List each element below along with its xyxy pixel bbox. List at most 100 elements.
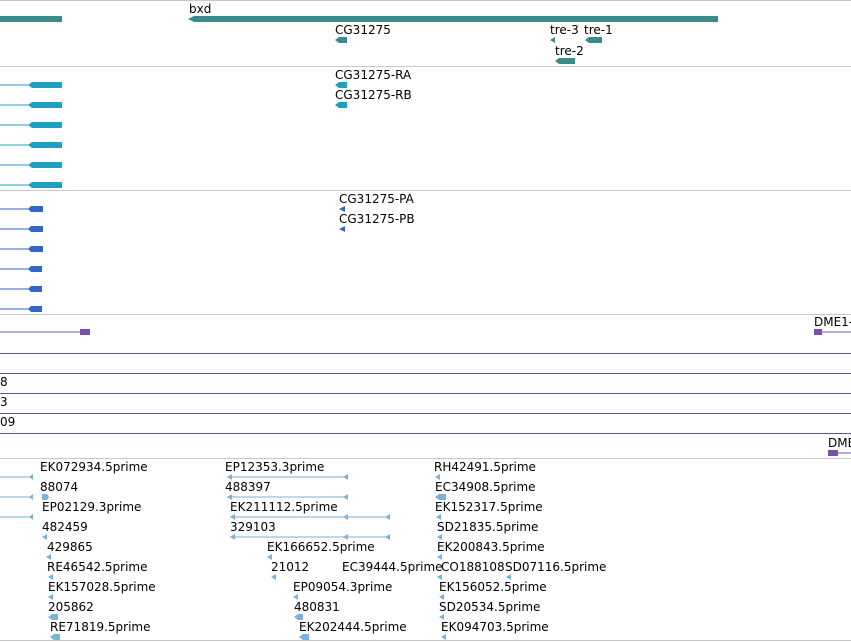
transcript-feature[interactable] [0, 122, 62, 128]
est-label: EK157028.5prime [48, 580, 156, 594]
est-label: EK200843.5prime [437, 540, 545, 554]
repeat-track [0, 329, 851, 335]
est-feature[interactable] [293, 594, 298, 600]
gene-feature[interactable] [0, 16, 62, 22]
repeat-label-dme1: DME1- [814, 315, 851, 329]
gene-label-cg31275: CG31275 [335, 23, 391, 37]
est-label: 488397 [225, 480, 271, 494]
band-lines [0, 353, 851, 434]
protein-label-cg31275-pb: CG31275-PB [339, 212, 415, 226]
est-label: 429865 [47, 540, 93, 554]
est-label: EK211112.5prime [230, 500, 338, 514]
est-feature[interactable] [0, 474, 33, 480]
est-labels: EK072934.5prime 88074 EP02129.3prime 482… [40, 460, 606, 634]
est-feature[interactable] [50, 634, 60, 640]
est-feature[interactable] [506, 574, 511, 580]
est-feature[interactable] [436, 514, 441, 520]
est-feature[interactable] [437, 574, 442, 580]
est-feature[interactable] [294, 614, 303, 620]
repeat-feature[interactable] [0, 329, 90, 335]
repeat-feature-dme1[interactable] [814, 329, 851, 335]
est-feature[interactable] [227, 474, 348, 480]
dme-label: DME [828, 436, 851, 450]
est-feature[interactable] [48, 594, 53, 600]
est-label: RE46542.5prime [47, 560, 148, 574]
est-label: EK152317.5prime [435, 500, 543, 514]
dme-feature[interactable] [828, 450, 851, 456]
gene-label-bxd: bxd [189, 2, 211, 16]
est-feature[interactable] [437, 554, 442, 560]
protein-feature-cg31275-pb[interactable] [339, 226, 345, 232]
transcript-label-cg31275-ra: CG31275-RA [335, 68, 412, 82]
est-label: EK094703.5prime [441, 620, 549, 634]
transcript-feature[interactable] [0, 182, 62, 188]
protein-feature[interactable] [0, 286, 42, 292]
transcript-track [0, 82, 347, 188]
est-feature[interactable] [230, 514, 390, 520]
est-label: SD20534.5prime [439, 600, 540, 614]
est-feature[interactable] [267, 554, 272, 560]
protein-feature[interactable] [0, 306, 42, 312]
transcript-feature[interactable] [0, 142, 62, 148]
est-label: RH42491.5prime [434, 460, 536, 474]
est-feature[interactable] [439, 614, 444, 620]
est-label: CO188108 [441, 560, 505, 574]
protein-feature[interactable] [0, 226, 43, 232]
est-label: EK156052.5prime [439, 580, 547, 594]
est-label: 480831 [294, 600, 340, 614]
protein-feature[interactable] [0, 206, 43, 212]
est-feature[interactable] [46, 554, 51, 560]
est-feature[interactable] [227, 494, 348, 500]
est-feature[interactable] [42, 534, 47, 540]
est-label: 88074 [40, 480, 78, 494]
est-feature[interactable] [0, 514, 33, 520]
transcript-feature[interactable] [0, 82, 62, 88]
est-label: SD07116.5prime [505, 560, 606, 574]
est-label: EK072934.5prime [40, 460, 148, 474]
est-feature[interactable] [271, 574, 276, 580]
gene-feature-tre-1[interactable] [585, 37, 602, 43]
est-label: RE71819.5prime [50, 620, 151, 634]
est-label: 21012 [271, 560, 309, 574]
transcript-feature-cg31275-ra[interactable] [335, 82, 347, 88]
protein-label-cg31275-pa: CG31275-PA [339, 192, 415, 206]
est-label: EP12353.3prime [225, 460, 324, 474]
protein-feature[interactable] [0, 266, 42, 272]
gene-feature-bxd[interactable] [188, 16, 718, 22]
band-label: 3 [0, 395, 8, 409]
gene-label-tre-3: tre-3 [550, 23, 579, 37]
transcript-feature-cg31275-rb[interactable] [335, 102, 347, 108]
est-feature[interactable] [437, 534, 442, 540]
protein-feature[interactable] [0, 246, 43, 252]
est-feature[interactable] [435, 474, 440, 480]
transcript-label-cg31275-rb: CG31275-RB [335, 88, 412, 102]
band-label: 09 [0, 415, 15, 429]
gene-track [0, 16, 718, 64]
est-label: EP02129.3prime [42, 500, 141, 514]
gene-feature-cg31275[interactable] [335, 37, 347, 43]
est-label: EK202444.5prime [299, 620, 407, 634]
band-label: 8 [0, 375, 8, 389]
gene-label-tre-2: tre-2 [555, 44, 584, 58]
est-feature[interactable] [441, 634, 446, 640]
est-label: EP09054.3prime [293, 580, 392, 594]
transcript-feature[interactable] [0, 162, 62, 168]
protein-feature-cg31275-pa[interactable] [339, 206, 345, 212]
est-feature[interactable] [439, 594, 444, 600]
gene-feature-tre-3[interactable] [550, 37, 555, 43]
est-feature[interactable] [299, 634, 309, 640]
transcript-feature[interactable] [0, 102, 62, 108]
est-label: 329103 [230, 520, 276, 534]
est-feature[interactable] [48, 574, 53, 580]
est-feature[interactable] [0, 494, 49, 500]
est-feature[interactable] [435, 494, 446, 500]
protein-track [0, 206, 345, 312]
est-feature[interactable] [230, 534, 390, 540]
est-label: 205862 [48, 600, 94, 614]
est-feature[interactable] [48, 614, 58, 620]
est-track [0, 474, 511, 640]
est-label: SD21835.5prime [437, 520, 538, 534]
gene-feature-tre-2[interactable] [555, 58, 575, 64]
